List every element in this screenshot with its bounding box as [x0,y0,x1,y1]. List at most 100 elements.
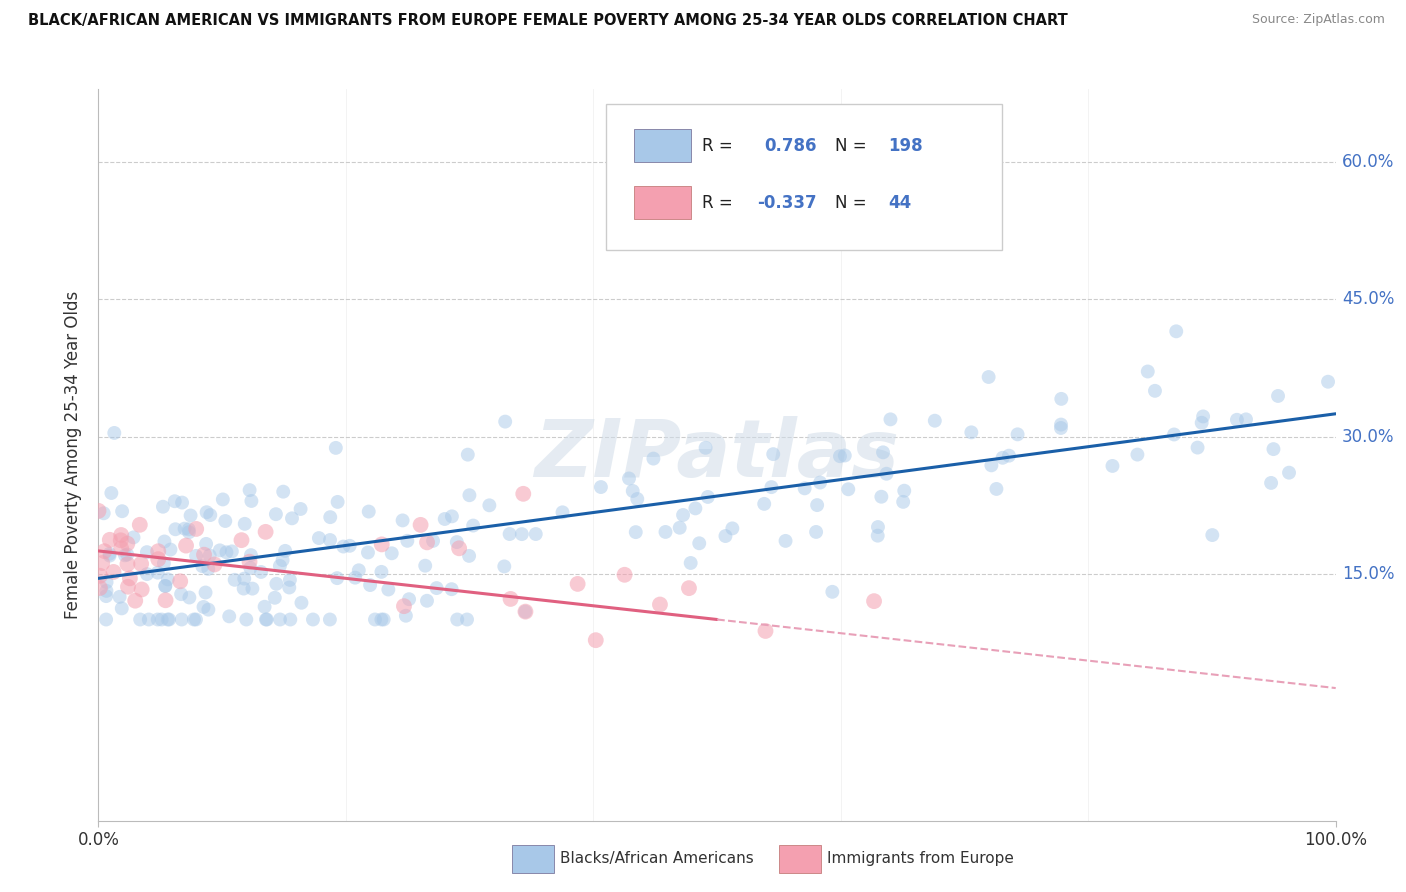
Point [218,609,240,624]
Point [153,556,176,570]
Point [193,548,215,562]
Point [893,483,915,498]
Point [135,545,157,559]
Point [426,581,449,595]
Point [377,582,399,597]
Point [370,612,392,626]
Point [391,513,413,527]
Point [458,488,481,502]
Point [214,514,236,528]
Point [117,580,139,594]
Point [153,534,176,549]
Point [193,599,215,614]
Point [416,535,439,549]
Point [155,593,177,607]
Point [308,531,330,545]
Point [804,524,827,539]
Point [129,557,152,571]
Point [1126,448,1149,462]
Point [416,594,439,608]
Point [866,529,889,543]
Point [1050,392,1073,406]
Point [124,593,146,607]
Point [274,544,297,558]
Text: 30.0%: 30.0% [1341,427,1395,446]
Point [621,483,644,498]
Point [688,536,710,550]
Point [1143,384,1166,398]
Point [866,520,889,534]
FancyBboxPatch shape [634,129,692,161]
Point [512,487,534,501]
Point [986,482,1008,496]
Point [242,582,264,596]
Point [221,544,243,558]
Text: BLACK/AFRICAN AMERICAN VS IMMIGRANTS FROM EUROPE FEMALE POVERTY AMONG 25-34 YEAR: BLACK/AFRICAN AMERICAN VS IMMIGRANTS FRO… [28,13,1069,29]
Text: R =: R = [702,137,733,155]
Point [440,509,463,524]
Point [180,508,202,523]
Point [271,484,294,499]
Point [567,577,589,591]
Text: 60.0%: 60.0% [1341,153,1395,171]
Point [891,495,914,509]
Point [103,565,125,579]
Point [156,572,179,586]
Point [370,565,392,579]
Point [200,508,222,522]
Point [238,555,260,569]
Point [150,612,173,626]
Text: 0.786: 0.786 [763,137,817,155]
Point [924,414,946,428]
Point [319,533,342,547]
Point [122,530,145,544]
Point [344,571,367,585]
Point [364,612,387,626]
Point [215,545,238,559]
Point [152,500,174,514]
Point [177,525,200,540]
Point [117,548,139,562]
Point [173,522,195,536]
Point [714,529,737,543]
Point [269,612,291,626]
Point [146,566,169,580]
Point [1136,364,1159,378]
Point [94,589,117,603]
Point [165,522,187,536]
Point [589,480,612,494]
Point [93,544,115,558]
Point [208,543,231,558]
Point [197,562,219,576]
Point [648,598,671,612]
Point [177,522,200,536]
Point [194,585,217,599]
Point [332,540,354,554]
Point [233,572,256,586]
Point [834,449,856,463]
Point [146,612,169,626]
Point [128,517,150,532]
Point [515,605,537,619]
Point [998,449,1021,463]
Point [837,483,859,497]
Point [456,612,478,626]
Text: 45.0%: 45.0% [1341,291,1395,309]
Point [395,608,418,623]
Point [1260,475,1282,490]
Point [184,549,207,563]
Point [1187,441,1209,455]
Point [1267,389,1289,403]
Point [446,612,468,626]
Point [170,587,193,601]
Text: -0.337: -0.337 [756,194,817,212]
Text: Blacks/African Americans: Blacks/African Americans [560,852,754,866]
Point [148,552,170,566]
Point [458,549,481,563]
Point [319,510,342,524]
Point [100,486,122,500]
Point [761,480,783,494]
Point [821,584,844,599]
Text: N =: N = [835,137,866,155]
Point [775,533,797,548]
